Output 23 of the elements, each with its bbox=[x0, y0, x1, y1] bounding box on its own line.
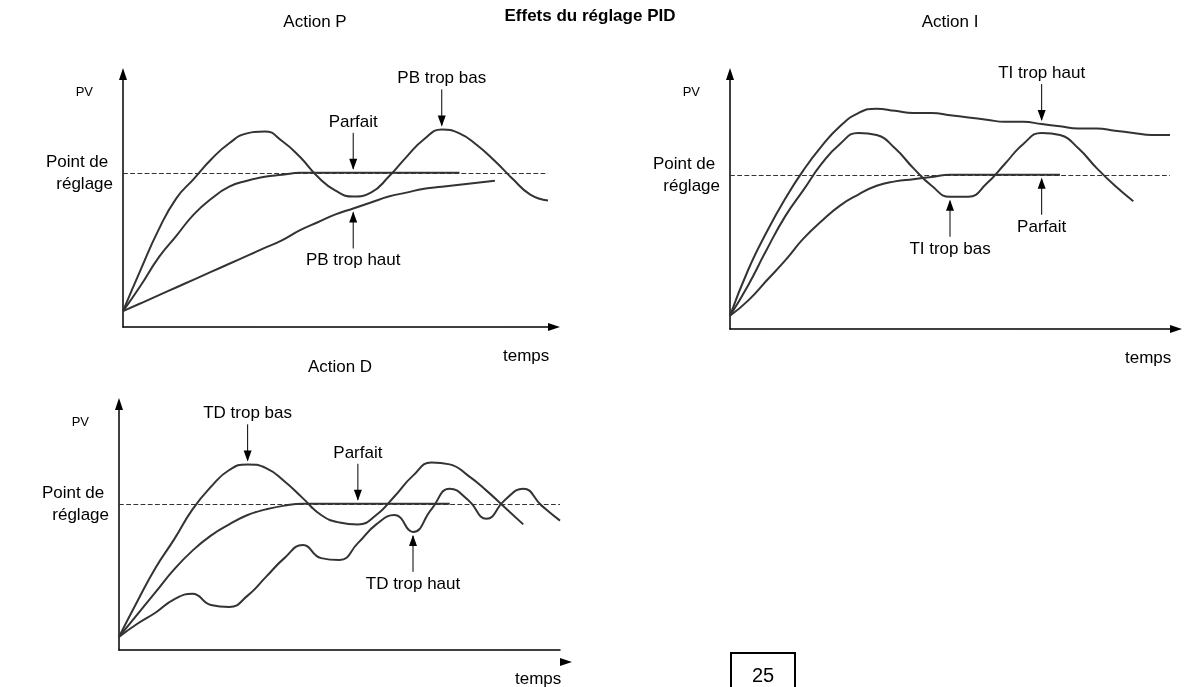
text: PB trop bas bbox=[397, 68, 487, 88]
series-label: TD trop haut bbox=[365, 573, 461, 593]
text: Parfait bbox=[328, 111, 379, 131]
series-label: PB trop haut bbox=[305, 250, 401, 270]
text: TI trop bas bbox=[909, 238, 991, 258]
text: Parfait bbox=[1017, 216, 1067, 236]
text: Parfait bbox=[333, 442, 383, 462]
y-axis-title: PV bbox=[71, 414, 90, 429]
text: TD trop bas bbox=[203, 403, 293, 423]
x-axis-title: temps bbox=[1125, 348, 1172, 367]
ref-line-label: Point de réglage bbox=[41, 483, 109, 525]
text: Effets du réglage PID bbox=[503, 5, 677, 26]
chart-title: Action I bbox=[921, 12, 979, 31]
y-axis-title: PV bbox=[75, 84, 94, 99]
y-axis-title: PV bbox=[682, 84, 701, 99]
text: TI trop haut bbox=[998, 63, 1086, 83]
x-axis-title: temps bbox=[503, 346, 550, 365]
ref-line-label: Point de réglage bbox=[45, 152, 113, 194]
ref-line-label: Point de réglage bbox=[652, 154, 720, 196]
chart-title: Action P bbox=[283, 12, 347, 31]
x-axis-title: temps bbox=[515, 669, 562, 687]
chart-title: Action D bbox=[307, 357, 373, 376]
text: 25 bbox=[730, 652, 796, 687]
